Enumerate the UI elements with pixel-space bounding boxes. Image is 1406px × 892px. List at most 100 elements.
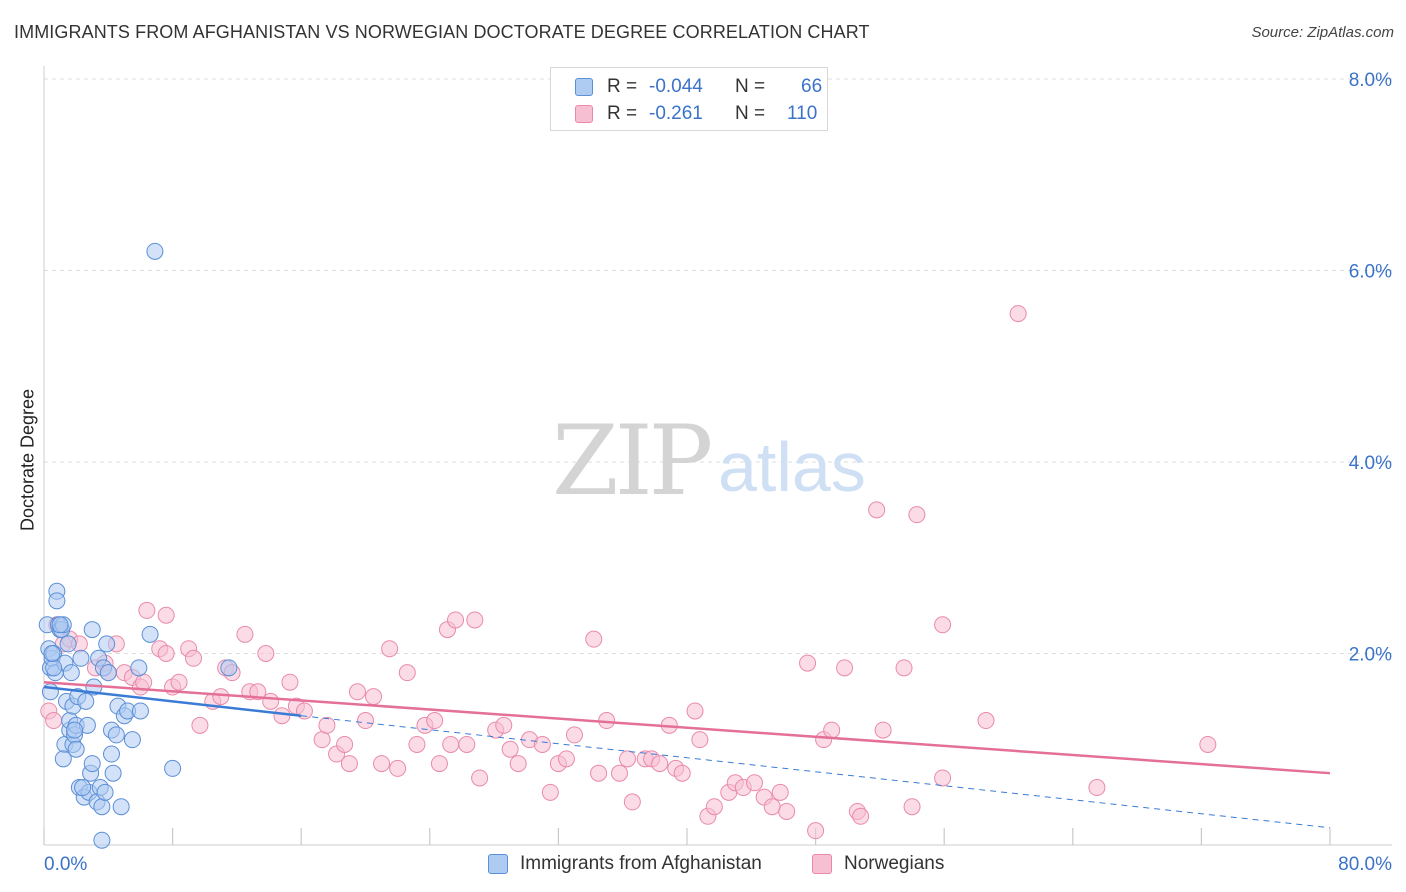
n-value-afghanistan: 66 (801, 76, 823, 97)
afghanistan-point (146, 242, 164, 260)
afghanistan-point (131, 702, 149, 720)
norwegians-point (348, 683, 366, 701)
norwegians-point (373, 755, 391, 773)
norwegians-point (138, 601, 156, 619)
norwegians-point (313, 731, 331, 749)
afghanistan-point (45, 659, 63, 677)
norwegians-point (868, 501, 886, 519)
norwegians-legend-label: Norwegians (844, 853, 945, 874)
y-tick-label: 6.0% (1349, 262, 1392, 283)
norwegians-point (447, 611, 465, 629)
norwegians-point (934, 769, 952, 787)
norwegians-point (212, 688, 230, 706)
norwegians-point (236, 625, 254, 643)
norwegians-point (466, 611, 484, 629)
norwegians-point (458, 735, 476, 753)
norwegians-point (799, 654, 817, 672)
afghanistan-point (103, 745, 121, 763)
norwegians-point (340, 755, 358, 773)
source-credit: Source: ZipAtlas.com (1251, 24, 1394, 41)
afghanistan-legend-swatch (488, 854, 508, 874)
afghanistan-point (66, 721, 84, 739)
norwegians-point (691, 731, 709, 749)
norwegians-point (836, 659, 854, 677)
norwegians-point (541, 783, 559, 801)
norwegians-point (45, 712, 63, 730)
norwegians-point (381, 640, 399, 658)
r-value-norwegians: -0.261 (649, 103, 703, 124)
bottom-legend-afghanistan: Immigrants from Afghanistan (488, 851, 762, 877)
y-tick-label: 4.0% (1349, 453, 1392, 474)
afghanistan-point (112, 798, 130, 816)
norwegians-point (273, 707, 291, 725)
r-label: R = (607, 103, 638, 124)
chart-title: IMMIGRANTS FROM AFGHANISTAN VS NORWEGIAN… (14, 22, 870, 42)
norwegians-point (442, 735, 460, 753)
axis-layer (43, 66, 1392, 846)
norwegians-point (1088, 779, 1106, 797)
norwegians-point (874, 721, 892, 739)
afghanistan-point (93, 831, 111, 849)
norwegians-point (157, 606, 175, 624)
norwegians-point (977, 712, 995, 730)
afghanistan-point (59, 635, 77, 653)
afghanistan-point (130, 659, 148, 677)
afghanistan-point (83, 755, 101, 773)
norwegians-point (619, 750, 637, 768)
norwegians-point (257, 645, 275, 662)
norwegians-trend-line (43, 680, 1331, 775)
r-label: R = (607, 76, 638, 97)
norwegians-point (471, 769, 489, 787)
y-axis-label: Doctorate Degree (17, 388, 38, 532)
legend-row-afghanistan: R = -0.044 N = 66 (575, 75, 822, 99)
norwegians-point (623, 793, 641, 811)
trend-lines (43, 680, 1331, 829)
norwegians-point (1199, 735, 1217, 753)
norwegians-point (281, 673, 299, 691)
norwegians-point (249, 683, 267, 701)
afghanistan-trend-extension (301, 715, 1331, 829)
norwegians-swatch (575, 105, 593, 123)
norwegians-point (686, 702, 704, 720)
norwegians-point (533, 735, 551, 753)
norwegians-point (398, 664, 416, 682)
norwegians-point (673, 764, 691, 782)
afghanistan-point (77, 692, 95, 710)
norwegians-point (365, 688, 383, 706)
norwegians-point (509, 755, 527, 773)
afghanistan-point (96, 783, 114, 801)
afghanistan-point (164, 759, 182, 777)
norwegians-legend-swatch (812, 854, 832, 874)
norwegians-point (908, 506, 926, 524)
norwegians-point (823, 721, 841, 739)
bottom-legend-norwegians: Norwegians (812, 851, 944, 877)
norwegians-point (430, 755, 448, 773)
norwegians-point (501, 740, 519, 758)
afghanistan-point (99, 664, 117, 682)
n-label: N = (735, 76, 766, 97)
x-tick-label-min: 0.0% (44, 854, 87, 875)
afghanistan-swatch (575, 78, 593, 96)
r-value-afghanistan: -0.044 (649, 76, 703, 97)
norwegians-point (852, 807, 870, 825)
afghanistan-trend-line (43, 685, 302, 717)
afghanistan-point (83, 621, 101, 639)
norwegians-point (771, 783, 789, 801)
norwegians-point (705, 798, 723, 816)
norwegians-point (807, 822, 825, 840)
afghanistan-point (220, 659, 238, 677)
norwegians-point (184, 649, 202, 667)
afghanistan-point (74, 779, 92, 797)
n-value-norwegians: 110 (787, 103, 818, 124)
norwegians-point (389, 759, 407, 777)
afghanistan-point (72, 649, 90, 667)
norwegians-point (426, 712, 444, 730)
norwegians-point (1009, 305, 1027, 323)
norwegians-point (763, 798, 781, 816)
correlation-legend: R = -0.044 N = 66 R = -0.261 N = 110 (550, 67, 828, 131)
afghanistan-point (67, 740, 85, 758)
norwegians-point (495, 716, 513, 734)
norwegians-point (590, 764, 608, 782)
watermark-atlas: atlas (718, 428, 866, 506)
